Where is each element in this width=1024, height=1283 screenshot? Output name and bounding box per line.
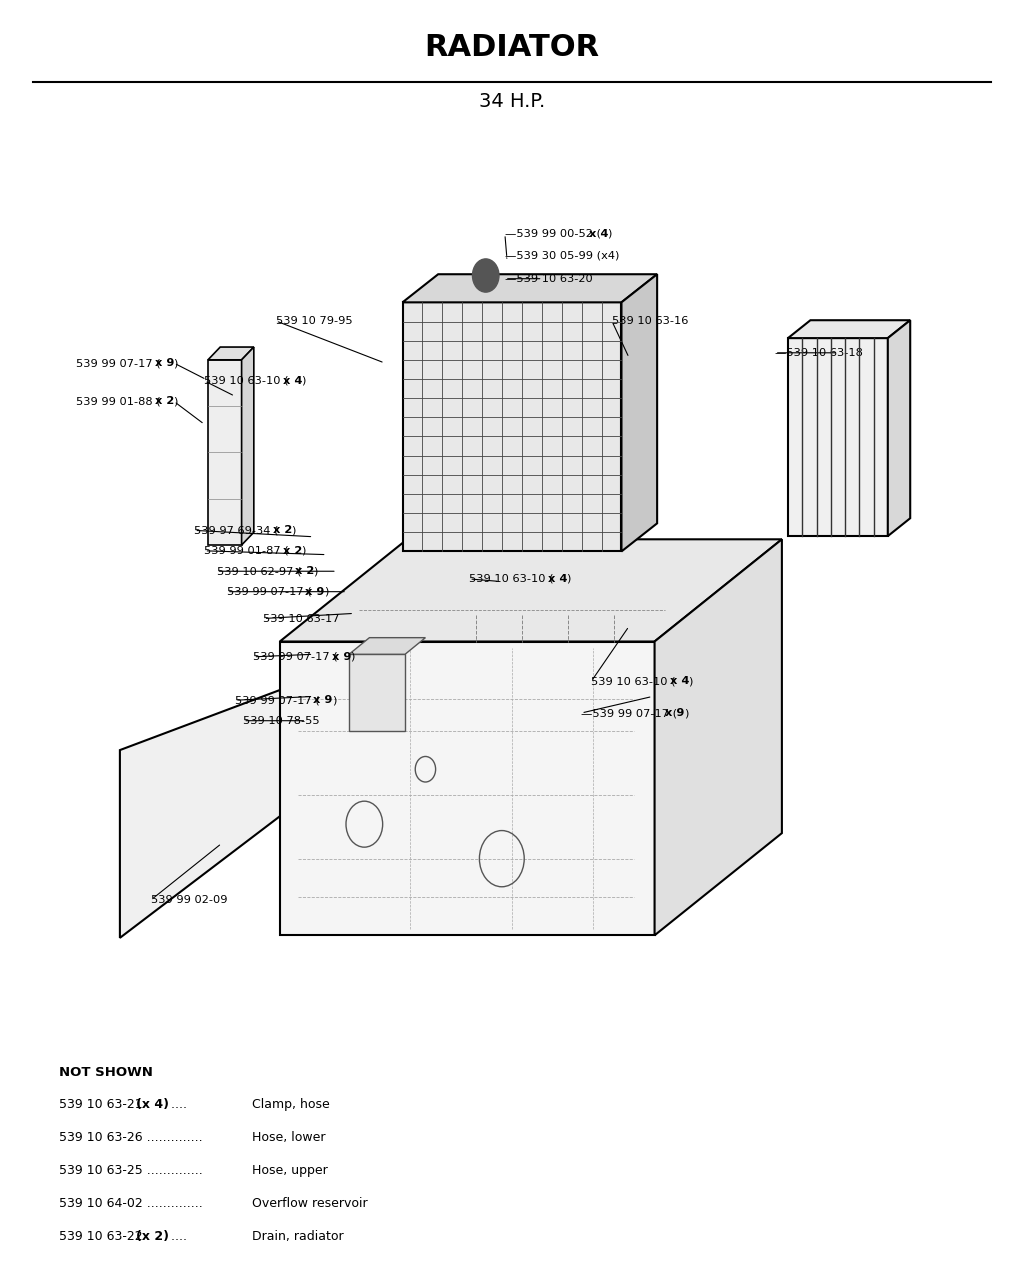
Text: ): ) — [607, 228, 611, 239]
Polygon shape — [280, 642, 654, 935]
Text: x 2: x 2 — [283, 545, 302, 556]
Text: 539 10 63-26 ..............: 539 10 63-26 .............. — [58, 1130, 203, 1143]
Text: x 4: x 4 — [670, 676, 689, 686]
Polygon shape — [349, 589, 693, 615]
Text: ....: .... — [167, 1230, 186, 1243]
Text: x 9: x 9 — [313, 695, 333, 706]
Text: ): ) — [301, 545, 306, 556]
Text: ): ) — [350, 652, 354, 662]
Polygon shape — [622, 275, 657, 552]
Polygon shape — [208, 346, 254, 359]
Text: 539 99 01-87 (: 539 99 01-87 ( — [205, 545, 289, 556]
Text: —539 10 63-18: —539 10 63-18 — [775, 348, 862, 358]
Text: x 9: x 9 — [666, 708, 685, 718]
Text: Overflow reservoir: Overflow reservoir — [252, 1197, 368, 1210]
Text: —539 99 07-17 (: —539 99 07-17 ( — [582, 708, 678, 718]
Text: Drain, radiator: Drain, radiator — [252, 1230, 344, 1243]
Text: ): ) — [313, 566, 317, 576]
Text: 539 10 63-10 (: 539 10 63-10 ( — [205, 376, 289, 386]
Text: x 9: x 9 — [155, 358, 174, 368]
Text: ): ) — [332, 695, 336, 706]
FancyBboxPatch shape — [402, 303, 622, 552]
Text: Hose, upper: Hose, upper — [252, 1164, 328, 1177]
Text: NOT SHOWN: NOT SHOWN — [58, 1066, 153, 1079]
Text: x 2: x 2 — [272, 525, 292, 535]
Polygon shape — [120, 690, 288, 938]
Text: 539 10 63-25 ..............: 539 10 63-25 .............. — [58, 1164, 203, 1177]
Text: 539 99 07-17 (: 539 99 07-17 ( — [227, 586, 311, 597]
Text: ): ) — [324, 586, 328, 597]
Text: 539 99 07-17 (: 539 99 07-17 ( — [253, 652, 338, 662]
FancyBboxPatch shape — [208, 359, 242, 545]
Text: Hose, lower: Hose, lower — [252, 1130, 326, 1143]
Text: (x 4): (x 4) — [135, 1097, 169, 1111]
Circle shape — [472, 259, 499, 293]
Text: x 4: x 4 — [548, 574, 567, 584]
Text: 539 99 02-09: 539 99 02-09 — [152, 894, 228, 905]
Text: ....: .... — [167, 1097, 186, 1111]
Text: x 4: x 4 — [589, 228, 608, 239]
Polygon shape — [242, 346, 254, 545]
Text: ): ) — [688, 676, 692, 686]
Text: x 2: x 2 — [155, 396, 174, 407]
Text: 539 10 63-10 (: 539 10 63-10 ( — [592, 676, 676, 686]
Text: 34 H.P.: 34 H.P. — [479, 91, 545, 110]
FancyBboxPatch shape — [788, 339, 888, 536]
Text: 539 97 69-34 (: 539 97 69-34 ( — [195, 525, 279, 535]
Text: —539 99 00-52 (: —539 99 00-52 ( — [505, 228, 601, 239]
Text: Clamp, hose: Clamp, hose — [252, 1097, 330, 1111]
Text: 539 10 63-10 (: 539 10 63-10 ( — [469, 574, 554, 584]
Text: 539 99 01-88 (: 539 99 01-88 ( — [76, 396, 161, 407]
Text: ): ) — [291, 525, 296, 535]
Text: ): ) — [684, 708, 688, 718]
Text: ): ) — [173, 358, 177, 368]
Text: —539 10 63-20: —539 10 63-20 — [505, 273, 593, 284]
Polygon shape — [888, 321, 910, 536]
Text: 539 10 64-02 ..............: 539 10 64-02 .............. — [58, 1197, 203, 1210]
Polygon shape — [349, 654, 406, 731]
Text: RADIATOR: RADIATOR — [424, 33, 600, 62]
Text: 539 99 07-17 (: 539 99 07-17 ( — [234, 695, 319, 706]
Text: 539 10 79-95: 539 10 79-95 — [275, 316, 352, 326]
Text: 539 10 78-55: 539 10 78-55 — [243, 716, 319, 726]
Text: ): ) — [301, 376, 306, 386]
Text: x 9: x 9 — [332, 652, 351, 662]
Polygon shape — [280, 539, 782, 642]
Text: 539 99 07-17 (: 539 99 07-17 ( — [76, 358, 161, 368]
Text: x 9: x 9 — [305, 586, 325, 597]
Text: (x 2): (x 2) — [135, 1230, 169, 1243]
Polygon shape — [788, 321, 910, 339]
Text: x 2: x 2 — [295, 566, 314, 576]
Text: —539 30 05-99 (x4): —539 30 05-99 (x4) — [505, 250, 620, 260]
Text: 539 10 62-97 (: 539 10 62-97 ( — [217, 566, 301, 576]
Text: 539 10 63-17: 539 10 63-17 — [263, 613, 340, 624]
Text: ): ) — [173, 396, 177, 407]
Text: 539 10 63-16: 539 10 63-16 — [611, 316, 688, 326]
Polygon shape — [402, 275, 657, 303]
Text: ): ) — [566, 574, 570, 584]
Polygon shape — [349, 638, 425, 654]
Text: 539 10 63-22: 539 10 63-22 — [58, 1230, 146, 1243]
Text: x 4: x 4 — [283, 376, 302, 386]
Text: 539 10 63-21: 539 10 63-21 — [58, 1097, 146, 1111]
Polygon shape — [654, 539, 782, 935]
